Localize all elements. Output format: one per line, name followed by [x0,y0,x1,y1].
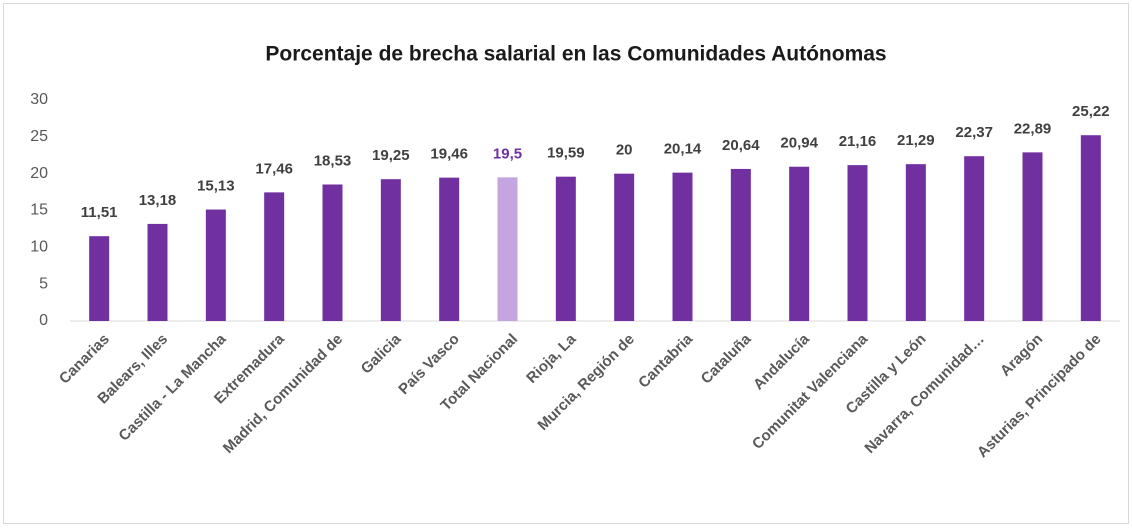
y-tick-label: 30 [30,91,48,108]
bar [847,165,868,321]
bar [380,179,401,321]
chart-title: Porcentaje de brecha salarial en las Com… [265,43,886,66]
value-label: 11,51 [81,204,118,221]
bar [497,177,518,321]
value-label: 22,37 [955,124,993,141]
bar [1080,135,1101,321]
bar [147,223,168,321]
value-label: 19,5 [493,145,522,162]
value-label: 22,89 [1014,120,1052,137]
value-label: 13,18 [139,192,177,209]
bar [789,166,810,321]
y-tick-label: 20 [30,165,48,182]
y-tick-label: 15 [30,202,48,219]
value-label: 21,16 [839,133,877,150]
value-label: 20,14 [664,141,702,158]
bar [264,192,285,321]
y-tick-label: 25 [30,128,48,145]
y-tick-label: 0 [39,312,48,329]
bar [964,156,985,321]
y-tick-label: 10 [30,239,48,256]
value-label: 15,13 [197,178,235,195]
value-label: 20,64 [722,137,760,154]
bar [89,236,110,321]
value-label: 19,59 [547,145,585,162]
value-label: 18,53 [314,152,352,169]
bar [439,177,460,321]
value-label: 20 [616,142,633,159]
bar [555,176,576,321]
bar [730,168,751,321]
value-label: 21,29 [897,132,935,149]
bar [205,209,226,321]
y-tick-label: 5 [39,275,48,292]
value-label: 19,46 [430,146,468,163]
value-label: 17,46 [255,160,293,177]
value-label: 25,22 [1072,103,1110,120]
bar [672,172,693,321]
bar [1022,152,1043,321]
bar [905,164,926,321]
value-label: 19,25 [372,147,410,164]
bar [322,184,343,321]
bar [614,173,635,321]
value-label: 20,94 [780,135,818,152]
